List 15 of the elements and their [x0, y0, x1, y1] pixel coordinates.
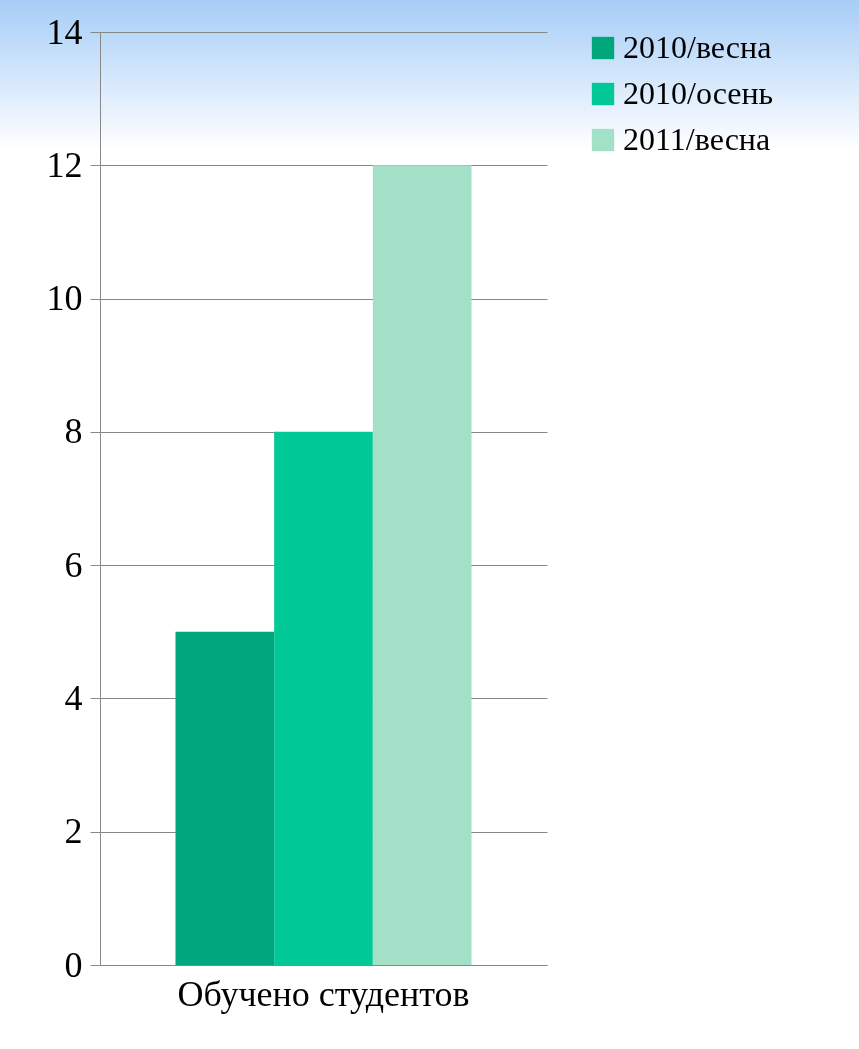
legend-label: 2010/весна [623, 29, 772, 65]
bar [274, 431, 373, 965]
y-tick-label: 2 [64, 811, 83, 852]
bar [372, 165, 472, 965]
legend-label: 2010/осень [623, 75, 774, 111]
y-tick-label: 8 [64, 411, 83, 452]
y-tick-label: 6 [64, 544, 83, 585]
y-tick-label: 0 [64, 944, 83, 985]
y-tick-label: 14 [46, 11, 83, 52]
x-tick-label: Обучено студентов [177, 973, 470, 1014]
y-tick-label: 12 [46, 144, 83, 185]
y-tick-label: 4 [64, 677, 83, 718]
legend-label: 2011/весна [623, 121, 771, 157]
bar [175, 631, 275, 965]
y-tick-label: 10 [46, 278, 83, 319]
